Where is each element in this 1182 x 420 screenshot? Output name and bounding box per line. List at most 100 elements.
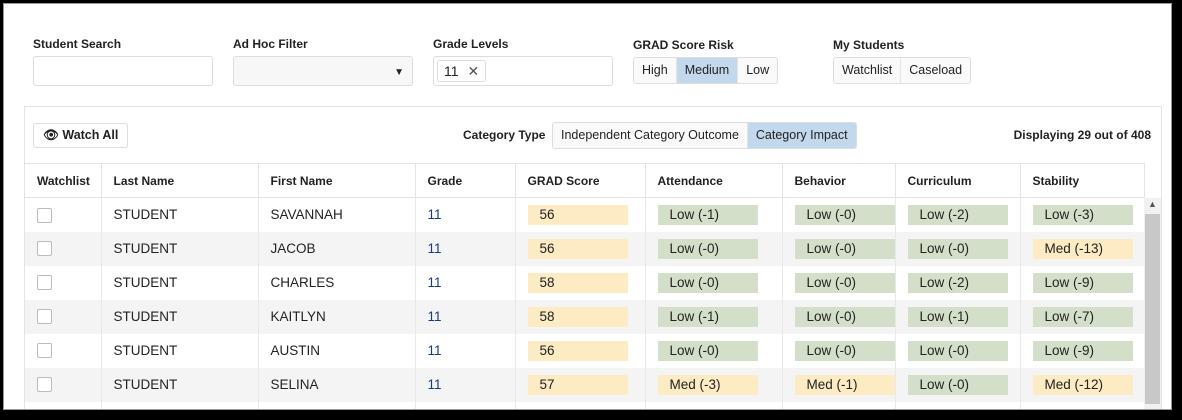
beh-cell: Low (-0) — [782, 299, 896, 334]
watchlist-checkbox[interactable] — [37, 207, 52, 223]
score-cell: 56 — [515, 231, 646, 266]
stab-cell: Med (-13) — [1020, 231, 1145, 266]
score-badge: 56 — [527, 238, 628, 259]
last-name-cell: STUDENT — [101, 367, 259, 402]
column-header[interactable]: Attendance — [645, 163, 783, 198]
beh-cell: Low (-0) — [782, 333, 896, 368]
student-search-label: Student Search — [33, 37, 122, 51]
table-row[interactable]: STUDENT JACOB 11 56 Low (-0) Low (-0) Low (-… — [25, 231, 1145, 266]
grade-levels-input[interactable]: 11 ✕ — [433, 56, 613, 86]
ad-hoc-filter-select[interactable]: ▼ — [233, 56, 413, 86]
grad-score-risk-label: GRAD Score Risk — [633, 38, 734, 52]
column-header[interactable]: Behavior — [782, 163, 896, 198]
att-badge: Low (-1) — [657, 204, 758, 225]
independent-category-outcome-button[interactable]: Independent Category Outcome — [553, 123, 748, 148]
att-badge: Low (-0) — [657, 272, 758, 293]
column-header[interactable]: Grade — [415, 163, 516, 198]
watchlist-checkbox[interactable] — [37, 241, 52, 257]
first-name-cell: CHARLES — [258, 265, 416, 300]
grade-cell: 11 — [415, 265, 516, 300]
score-badge: 56 — [527, 204, 628, 225]
beh-cell: Low (-0) — [782, 197, 896, 232]
column-header[interactable]: Stability — [1020, 163, 1145, 198]
watchlist-cell — [25, 231, 102, 266]
ad-hoc-filter-label: Ad Hoc Filter — [233, 37, 308, 51]
column-header[interactable]: Last Name — [101, 163, 259, 198]
column-header[interactable]: GRAD Score — [515, 163, 646, 198]
watchlist-checkbox[interactable] — [37, 343, 52, 359]
scrollbar[interactable]: ▲ — [1144, 198, 1161, 409]
first-name-cell: JACOB — [258, 231, 416, 266]
grade-cell: 11 — [415, 333, 516, 368]
watchlist-button[interactable]: Watchlist — [834, 58, 902, 83]
watchlist-checkbox[interactable] — [37, 309, 52, 325]
watchlist-cell — [25, 197, 102, 232]
beh-badge: Low (-0) — [794, 340, 895, 361]
first-name-cell: AUSTIN — [258, 333, 416, 368]
cur-badge: Low (-1) — [907, 306, 1008, 327]
cur-cell: Low (-0) — [895, 333, 1021, 368]
cur-badge: Low (-0) — [907, 238, 1008, 259]
grade-chip: 11 ✕ — [437, 60, 487, 82]
stab-cell: Low (-3) — [1020, 197, 1145, 232]
grade-chip-label: 11 — [444, 63, 459, 79]
score-badge: 57 — [527, 374, 628, 395]
watchlist-cell — [25, 265, 102, 300]
watch-all-button[interactable]: 👁 Watch All — [33, 123, 129, 148]
grade-cell: 11 — [415, 231, 516, 266]
beh-cell: Med (-1) — [782, 367, 896, 402]
watch-all-label: Watch All — [62, 128, 119, 142]
column-header[interactable]: Curriculum — [895, 163, 1021, 198]
category-impact-button[interactable]: Category Impact — [747, 123, 856, 148]
risk-high-button[interactable]: High — [634, 58, 677, 83]
att-cell: Low (-0) — [645, 265, 783, 300]
grade-levels-label: Grade Levels — [433, 37, 509, 51]
watchlist-checkbox[interactable] — [37, 377, 52, 393]
last-name-cell: STUDENT — [101, 265, 259, 300]
stab-badge: Low (-9) — [1032, 272, 1133, 293]
score-badge: 58 — [527, 306, 628, 327]
column-header[interactable]: Watchlist — [25, 163, 102, 198]
first-name-cell: KAITLYN — [258, 299, 416, 334]
scroll-up-icon[interactable]: ▲ — [1148, 199, 1157, 209]
beh-badge: Med (-1) — [794, 374, 895, 395]
table-row[interactable]: STUDENT AUSTIN 11 56 Low (-0) Low (-0) Low (… — [25, 333, 1145, 368]
table-row[interactable]: STUDENT SELINA 11 57 Med (-3) Med (-1) Low (… — [25, 367, 1145, 402]
watchlist-checkbox[interactable] — [37, 275, 52, 291]
first-name-cell: SELINA — [258, 367, 416, 402]
category-type-label: Category Type — [463, 128, 546, 142]
att-cell: Low (-0) — [645, 231, 783, 266]
score-cell: 58 — [515, 299, 646, 334]
last-name-cell: STUDENT — [101, 299, 259, 334]
last-name-cell: STUDENT — [101, 333, 259, 368]
grade-cell: 11 — [415, 299, 516, 334]
cur-cell: Low (-0) — [895, 367, 1021, 402]
cur-cell: Low (-1) — [895, 299, 1021, 334]
stab-cell: Med (-12) — [1020, 367, 1145, 402]
att-cell: Low (-1) — [645, 197, 783, 232]
caret-down-icon: ▼ — [394, 67, 404, 78]
student-search-input[interactable] — [33, 56, 213, 86]
risk-medium-button[interactable]: Medium — [676, 58, 739, 83]
att-badge: Low (-0) — [657, 340, 758, 361]
stab-badge: Low (-9) — [1032, 340, 1133, 361]
grade-cell: 11 — [415, 367, 516, 402]
remove-icon[interactable]: ✕ — [467, 63, 480, 79]
column-header[interactable]: First Name — [258, 163, 416, 198]
att-badge: Low (-0) — [657, 238, 758, 259]
table-row[interactable]: STUDENT CHARLES 11 58 Low (-0) Low (-0) Low … — [25, 265, 1145, 300]
table-row[interactable] — [25, 401, 1145, 409]
att-badge: Low (-1) — [657, 306, 758, 327]
watchlist-cell — [25, 299, 102, 334]
beh-cell: Low (-0) — [782, 265, 896, 300]
table-row[interactable]: STUDENT SAVANNAH 11 56 Low (-1) Low (-0) Low… — [25, 197, 1145, 232]
att-cell: Low (-0) — [645, 333, 783, 368]
risk-low-button[interactable]: Low — [746, 63, 770, 77]
students-table: Watchlist Last Name First Name Grade GRAD Sc… — [25, 163, 1145, 409]
scrollbar-thumb[interactable] — [1145, 214, 1160, 404]
att-cell: Low (-1) — [645, 299, 783, 334]
table-row[interactable]: STUDENT KAITLYN 11 58 Low (-1) Low (-0) Low … — [25, 299, 1145, 334]
my-students-group: Watchlist Caseload — [833, 57, 972, 84]
score-badge: 58 — [527, 272, 628, 293]
caseload-button[interactable]: Caseload — [909, 63, 963, 77]
